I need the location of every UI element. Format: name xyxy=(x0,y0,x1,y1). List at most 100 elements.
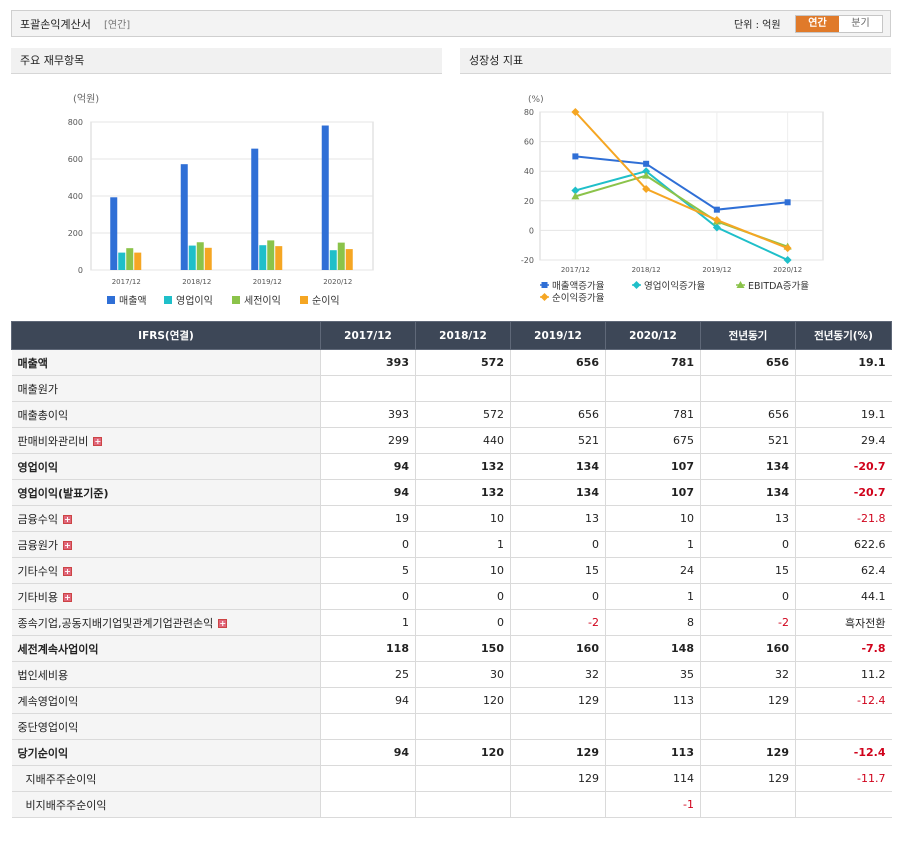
value-cell: 440 xyxy=(415,427,511,454)
value-cell: 0 xyxy=(510,583,606,610)
value-cell: 129 xyxy=(510,739,606,766)
table-row: 매출원가 xyxy=(11,375,892,402)
value-cell: 132 xyxy=(415,453,511,480)
value-cell: 0 xyxy=(510,531,606,558)
value-cell: 19.1 xyxy=(795,401,892,428)
expand-plus-icon[interactable]: + xyxy=(62,567,72,576)
x-tick-label: 2018/12 xyxy=(182,278,211,286)
statement-header: 포괄손익계산서 [연간] 단위 : 억원 연간 분기 xyxy=(11,10,891,37)
value-cell: -7.8 xyxy=(795,635,892,662)
y-tick-label: 0 xyxy=(78,266,83,275)
table-row: 매출액 393 572 656 781 656 19.1 xyxy=(11,349,892,376)
value-cell: 10 xyxy=(415,557,511,584)
value-cell: 781 xyxy=(605,401,701,428)
bar-매출액 xyxy=(110,197,118,270)
legend-marker xyxy=(541,282,548,288)
legend-label: 세전이익 xyxy=(244,295,281,307)
value-cell: 113 xyxy=(605,739,701,766)
x-tick-label: 2020/12 xyxy=(773,266,802,274)
value-cell xyxy=(415,713,511,740)
growth-indicators-line-chart: (%) -20 0 20 40 60 80 2017/12 2018/12 2019/12 2020… xyxy=(521,95,824,304)
legend-swatch xyxy=(232,296,240,304)
column-header-6: 전년동기(%) xyxy=(795,321,892,350)
bar-순이익 xyxy=(134,252,142,270)
value-cell: 30 xyxy=(415,661,511,688)
table-row: 금융수익 +19 10 13 10 13 -21.8 xyxy=(11,505,892,532)
row-label: 종속기업,공동지배기업및관계기업관련손익 xyxy=(17,616,214,630)
row-label: 영업이익(발표기준) xyxy=(17,486,109,500)
value-cell: 94 xyxy=(320,453,416,480)
value-cell: 25 xyxy=(320,661,416,688)
value-cell: 656 xyxy=(510,401,606,428)
value-cell: 107 xyxy=(605,453,701,480)
row-label: 비지배주주순이익 xyxy=(25,798,107,812)
value-cell: -12.4 xyxy=(795,739,892,766)
value-cell: 94 xyxy=(320,739,416,766)
point-순이익증가율 xyxy=(642,184,651,193)
legend-marker xyxy=(540,293,549,301)
point-영업이익증가율 xyxy=(642,167,651,176)
value-cell: 129 xyxy=(510,687,606,714)
value-cell: 134 xyxy=(510,479,606,506)
unit-label: 단위 : 억원 xyxy=(734,20,781,31)
bar-매출액 xyxy=(321,125,329,270)
value-cell: 656 xyxy=(700,349,796,376)
value-cell: 35 xyxy=(605,661,701,688)
row-label-cell: 판매비와관리비 + xyxy=(11,427,321,454)
legend-label: EBITDA증가율 xyxy=(748,281,809,292)
value-cell: 29.4 xyxy=(795,427,892,454)
value-cell xyxy=(605,713,701,740)
quarter-toggle-button[interactable]: 분기 xyxy=(851,18,870,29)
value-cell: 114 xyxy=(605,765,701,792)
legend-swatch xyxy=(107,296,115,304)
table-row: 종속기업,공동지배기업및관계기업관련손익 +1 0 -2 8 -2 흑자전환 xyxy=(11,609,892,636)
value-cell xyxy=(700,791,796,818)
value-cell xyxy=(320,791,416,818)
value-cell: 120 xyxy=(415,687,511,714)
value-cell xyxy=(795,375,892,402)
y-tick-label: 600 xyxy=(68,155,83,164)
row-label-cell: 당기순이익 xyxy=(11,739,321,766)
annual-toggle-button[interactable]: 연간 xyxy=(796,16,839,32)
value-cell xyxy=(605,375,701,402)
value-cell: 94 xyxy=(320,479,416,506)
growth-indicators-panel-title: 성장성 지표 xyxy=(460,48,891,74)
row-label: 기타비용 xyxy=(17,590,58,604)
row-label: 지배주주순이익 xyxy=(25,772,97,786)
point-매출액증가율 xyxy=(572,153,579,160)
row-label: 금융수익 xyxy=(17,512,58,526)
table-row: 중단영업이익 xyxy=(11,713,892,740)
bar-순이익 xyxy=(345,249,353,270)
value-cell: 13 xyxy=(700,505,796,532)
value-cell: 150 xyxy=(415,635,511,662)
legend-label: 순이익증가율 xyxy=(552,292,605,304)
bar-순이익 xyxy=(275,246,283,270)
expand-plus-icon[interactable]: + xyxy=(62,515,72,524)
value-cell: -1 xyxy=(605,791,701,818)
value-cell: 160 xyxy=(510,635,606,662)
table-row: 기타수익 +5 10 15 24 15 62.4 xyxy=(11,557,892,584)
value-cell: 129 xyxy=(700,765,796,792)
point-순이익증가율 xyxy=(712,216,721,225)
expand-plus-icon[interactable]: + xyxy=(218,619,228,628)
expand-plus-icon[interactable]: + xyxy=(62,541,72,550)
legend-marker xyxy=(632,281,641,289)
value-cell: -20.7 xyxy=(795,479,892,506)
value-cell: 572 xyxy=(415,401,511,428)
row-label-cell: 세전계속사업이익 xyxy=(11,635,321,662)
expand-plus-icon[interactable]: + xyxy=(93,437,103,446)
y-tick-label: 200 xyxy=(68,229,83,238)
value-cell: 0 xyxy=(320,531,416,558)
financial-items-panel-title: 주요 재무항목 xyxy=(11,48,442,74)
table-row: 계속영업이익 94 120 129 113 129 -12.4 xyxy=(11,687,892,714)
value-cell: 15 xyxy=(510,557,606,584)
expand-plus-icon[interactable]: + xyxy=(62,593,72,602)
point-영업이익증가율 xyxy=(783,256,792,264)
bar-영업이익 xyxy=(118,252,126,270)
row-label-cell: 중단영업이익 xyxy=(11,713,321,740)
point-영업이익증가율 xyxy=(712,223,721,232)
value-cell: 19 xyxy=(320,505,416,532)
value-cell: 107 xyxy=(605,479,701,506)
y-axis-unit-label: (%) xyxy=(528,95,544,105)
row-label-cell: 영업이익 xyxy=(11,453,321,480)
